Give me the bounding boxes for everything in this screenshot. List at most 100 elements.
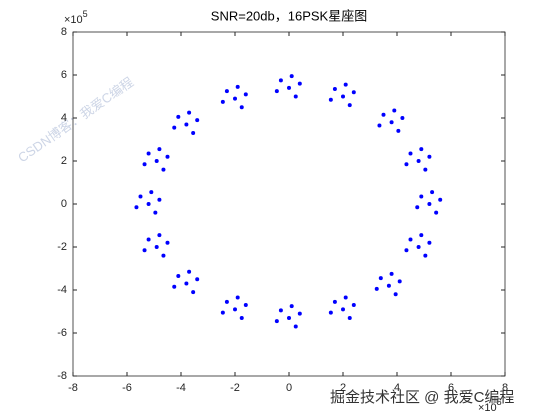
y-multiplier-exp: 5	[83, 9, 88, 19]
point	[297, 81, 302, 86]
point	[191, 290, 196, 295]
x-tick-label: -4	[176, 382, 186, 394]
point	[341, 307, 345, 312]
chart-title: SNR=20db，16PSK星座图	[211, 8, 367, 23]
watermark: 掘金技术社区 @ 我爱C编程	[330, 389, 514, 406]
point	[154, 159, 159, 163]
point	[157, 233, 162, 238]
x-tick-label: 0	[286, 382, 292, 394]
point	[239, 105, 244, 110]
x-tick-label: 2	[340, 382, 346, 394]
point	[416, 159, 421, 163]
point	[427, 154, 432, 159]
point	[341, 94, 345, 99]
point	[427, 202, 432, 206]
point	[235, 295, 240, 300]
y-tick-label: 2	[61, 155, 67, 167]
point	[172, 125, 177, 130]
point	[378, 276, 383, 281]
point	[157, 197, 162, 202]
point	[328, 97, 333, 102]
point	[343, 82, 348, 87]
y-tick-label: -8	[57, 370, 67, 382]
point	[351, 303, 356, 308]
x-multiplier-exp: 5	[497, 397, 502, 407]
point	[274, 89, 279, 94]
point	[374, 286, 379, 291]
point	[195, 277, 200, 282]
point	[427, 240, 432, 245]
point	[274, 319, 279, 324]
point	[404, 162, 409, 167]
point	[293, 94, 298, 99]
x-multiplier: ×105	[478, 397, 502, 414]
point	[243, 92, 248, 97]
point	[146, 237, 151, 242]
point	[191, 131, 196, 136]
point	[419, 194, 424, 199]
point	[176, 114, 181, 119]
y-tick-label: -4	[57, 284, 67, 296]
point	[165, 240, 170, 245]
point	[149, 190, 154, 195]
point	[343, 295, 348, 300]
x-multiplier-base: ×10	[478, 402, 497, 414]
point	[220, 99, 225, 104]
x-tick-label: 6	[448, 382, 454, 394]
point	[438, 197, 443, 202]
point	[187, 269, 192, 274]
point	[404, 248, 409, 253]
point	[134, 205, 139, 210]
y-tick-label: -6	[57, 327, 67, 339]
y-tick-label: 8	[61, 26, 67, 38]
point	[408, 151, 413, 156]
point	[434, 210, 439, 215]
point	[408, 237, 413, 242]
point	[293, 324, 298, 329]
point	[419, 233, 424, 238]
point	[239, 315, 244, 320]
point	[153, 210, 158, 215]
point	[187, 110, 192, 115]
point	[154, 245, 159, 249]
y-tick-label: -2	[57, 241, 67, 253]
point	[233, 96, 237, 101]
y-tick-label: 0	[61, 198, 67, 210]
point	[377, 123, 382, 128]
point	[389, 120, 394, 125]
point	[224, 299, 229, 304]
point	[332, 86, 337, 91]
point	[332, 299, 337, 304]
point	[389, 271, 394, 276]
point	[235, 84, 240, 89]
point	[220, 310, 225, 315]
point	[142, 248, 147, 253]
point	[396, 128, 401, 133]
point	[138, 194, 143, 199]
point	[278, 78, 283, 83]
point	[297, 311, 302, 316]
point	[224, 89, 229, 94]
point	[397, 279, 402, 284]
x-tick-label: 8	[502, 382, 508, 394]
y-multiplier-base: ×10	[64, 14, 83, 26]
point	[416, 245, 421, 249]
point	[176, 274, 181, 279]
point	[146, 151, 151, 156]
point	[157, 147, 162, 152]
point	[423, 253, 428, 258]
point	[161, 167, 166, 172]
point	[415, 205, 420, 210]
point	[146, 202, 151, 206]
x-tick-label: -6	[122, 382, 132, 394]
point	[289, 74, 294, 79]
x-tick-label: -8	[68, 382, 78, 394]
point	[287, 85, 291, 90]
point	[381, 112, 386, 117]
point	[195, 118, 200, 123]
point	[142, 162, 147, 167]
point	[289, 304, 294, 309]
point	[184, 281, 189, 286]
point	[400, 116, 405, 120]
